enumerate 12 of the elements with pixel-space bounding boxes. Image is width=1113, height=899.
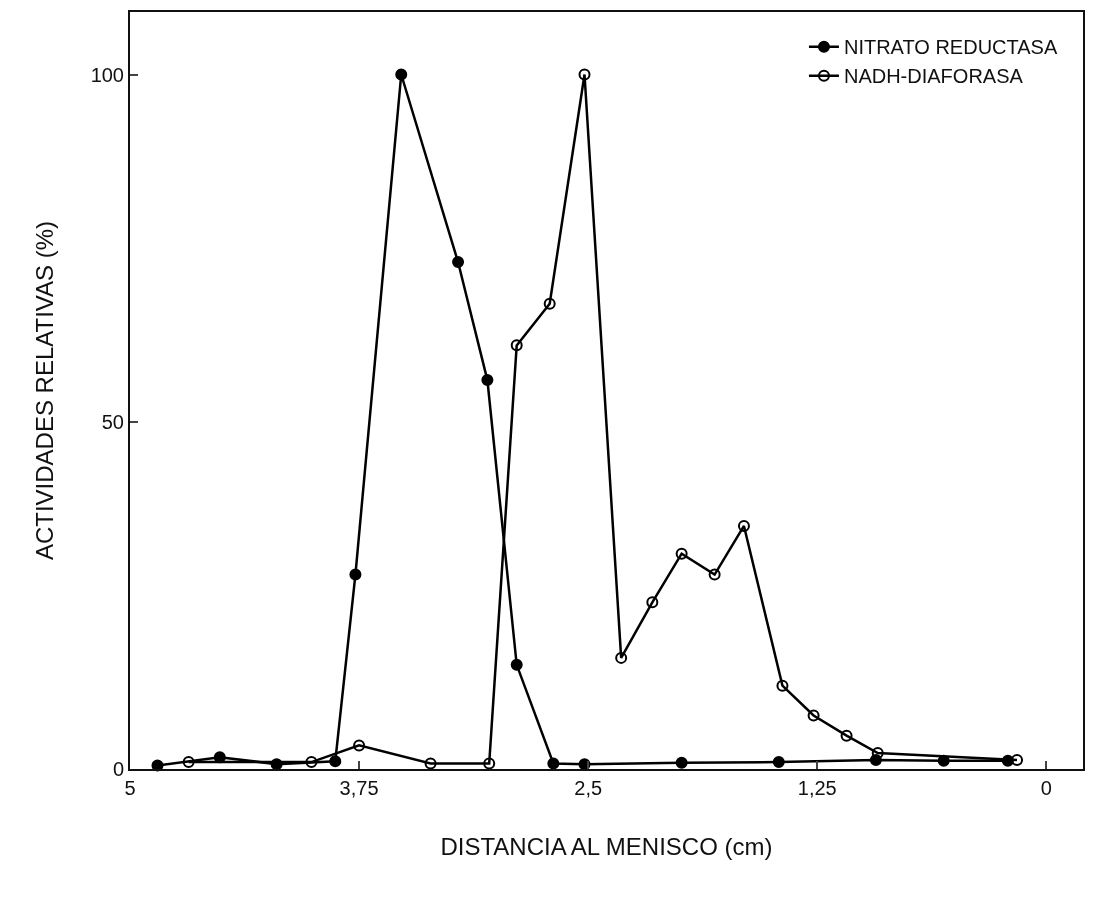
- y-axis-title: ACTIVIDADES RELATIVAS (%): [31, 220, 59, 561]
- x-axis-title: DISTANCIA AL MENISCO (cm): [440, 832, 773, 860]
- x-tick-label: 5: [124, 777, 136, 799]
- y-tick-label: 100: [90, 63, 124, 86]
- legend-label: NADH-DIAFORASA: [843, 65, 1024, 88]
- x-tick-label: 2,5: [574, 777, 603, 799]
- x-tick-label: 0: [1040, 777, 1052, 799]
- y-tick-label: 0: [112, 758, 124, 780]
- y-tick-label: 50: [101, 410, 124, 433]
- legend-label: NITRATO REDUCTASA: [843, 36, 1058, 59]
- x-tick-label: 1,25: [797, 777, 837, 799]
- x-tick-label: 3,75: [339, 777, 379, 799]
